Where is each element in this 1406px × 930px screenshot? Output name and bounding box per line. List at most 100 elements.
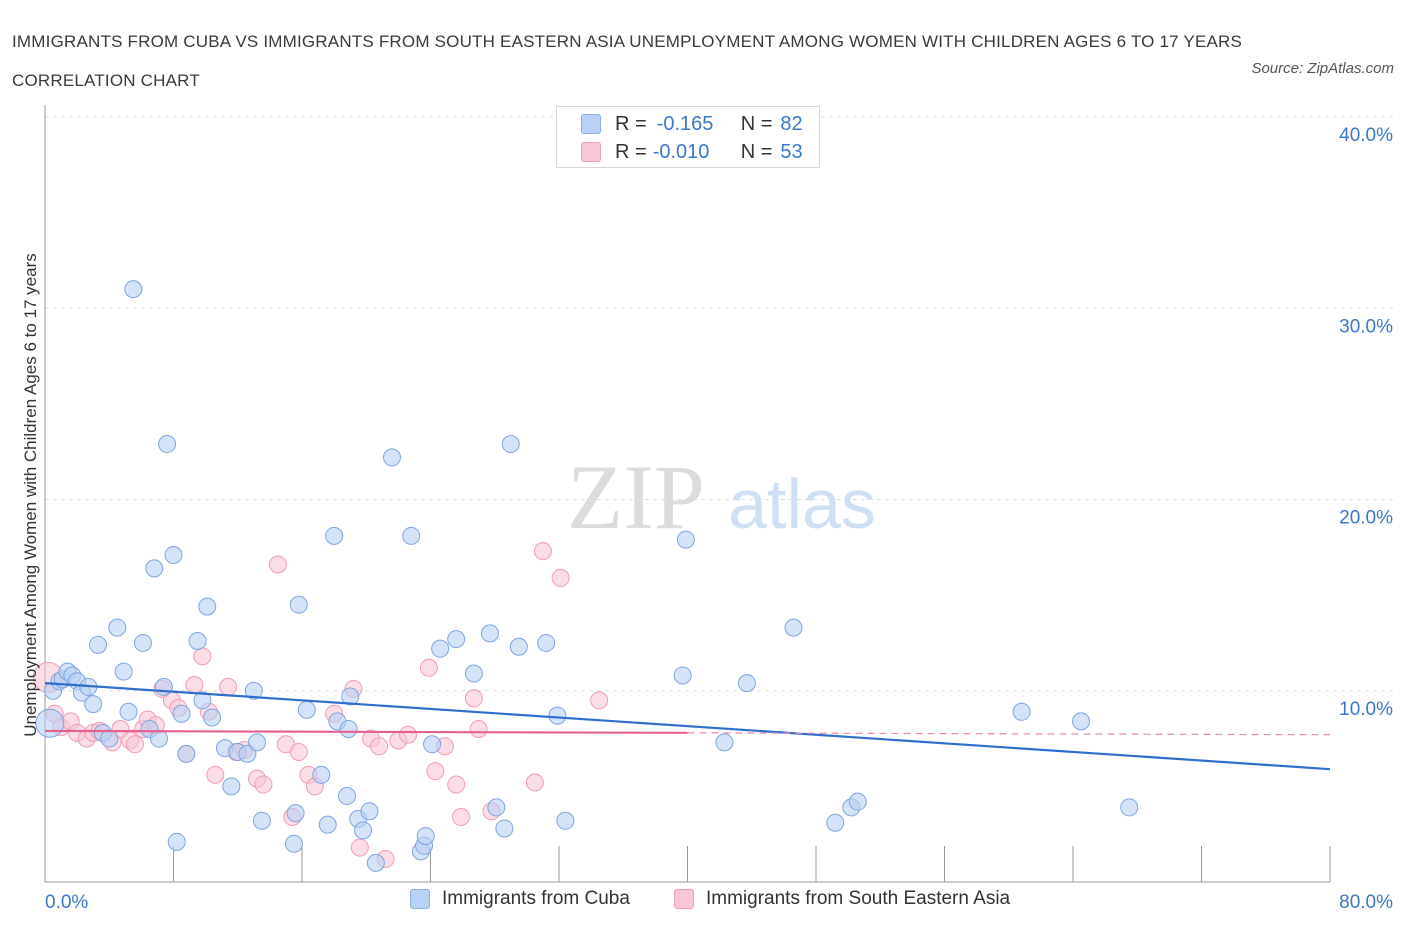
sea-point [464,689,483,708]
legend-label-cuba: Immigrants from Cuba [442,888,630,909]
cuba-point [480,624,499,643]
cuba-point [423,735,442,754]
sea-point [206,765,225,784]
watermark-zip: ZIP [567,446,705,548]
series-cuba-points [35,280,1139,872]
y-tick-label: 40.0% [1339,125,1393,146]
watermark-atlas: atlas [728,465,876,543]
cuba-point [382,448,401,467]
grid-lines [45,116,1395,692]
cuba-point [252,811,271,830]
legend-swatch-sea [674,889,694,909]
legend-n-label: N = [740,140,773,163]
y-tick-label: 30.0% [1339,316,1393,337]
cuba-point [402,526,421,545]
cuba-point [487,798,506,817]
cuba-point [114,662,133,681]
cuba-point [537,633,556,652]
cuba-point [289,595,308,614]
legend-swatch-sea [581,142,601,162]
cuba-point [715,733,734,752]
sea-point [533,542,552,561]
legend-r-value-sea: -0.010 [652,140,710,163]
cuba-point [244,681,263,700]
correlation-legend: R = -0.165 N = 82 R = -0.010 N = 53 [556,106,820,168]
legend-item-sea[interactable]: Immigrants from South Eastern Asia [674,888,1010,910]
cuba-point [35,708,65,738]
axes [44,105,1331,883]
series-legend: Immigrants from Cuba Immigrants from Sou… [0,888,1406,916]
sea-point [525,773,544,792]
cuba-point [119,702,138,721]
legend-r-value-cuba: -0.165 [656,112,714,135]
legend-n-label: N = [740,112,773,135]
cuba-point [360,802,379,821]
cuba-point [354,821,373,840]
sea-point [268,555,287,574]
cuba-point [124,280,143,299]
cuba-point [556,811,575,830]
sea-point [254,775,273,794]
sea-point [125,735,144,754]
legend-item-cuba[interactable]: Immigrants from Cuba [410,888,630,910]
cuba-point [673,666,692,685]
sea-point [419,658,438,677]
cuba-point [198,597,217,616]
cuba-point [238,744,257,763]
watermark: ZIP atlas [567,446,876,548]
legend-row-sea: R = -0.010 N = 53 [581,140,803,164]
cuba-point [145,559,164,578]
sea-point [469,720,488,738]
sea-point [185,676,204,695]
cuba-point [339,720,358,738]
cuba-point [676,530,695,549]
cuba-point [158,435,177,454]
cuba-point [286,804,305,823]
cuba-point [848,792,867,811]
cuba-point [188,632,207,651]
sea-point [590,691,609,710]
x-tick-label: 0.0% [45,892,88,913]
cuba-point [737,674,756,693]
cuba-point [501,435,520,454]
cuba-trend-line [44,682,1331,771]
cuba-point [177,744,196,763]
y-tick-label: 10.0% [1339,699,1393,720]
cuba-point [108,618,127,637]
cuba-point [89,635,108,654]
cuba-point [312,765,331,784]
cuba-point [325,526,344,545]
sea-point [370,737,389,756]
cuba-point [193,691,212,710]
sea-point [452,807,471,826]
cuba-point [248,733,267,752]
cuba-point [133,633,152,652]
cuba-point [784,618,803,637]
cuba-point [150,729,169,748]
legend-n-value-sea: 53 [780,140,803,163]
sea-point [219,677,238,696]
cuba-point [1120,798,1139,817]
y-axis-label: Unemployment Among Women with Children A… [21,253,40,737]
series-sea-points [32,542,609,869]
cuba-point [416,827,435,846]
cuba-point [464,664,483,683]
cuba-point [284,834,303,853]
cuba-point [318,815,337,834]
cuba-point [100,729,119,748]
cuba-point [826,813,845,832]
sea-point [193,647,212,666]
cuba-point [167,832,186,851]
cuba-point [341,687,360,706]
legend-label-sea: Immigrants from South Eastern Asia [706,888,1011,909]
cuba-point [222,777,241,796]
cuba-point [495,819,514,838]
cuba-point [431,639,450,658]
cuba-point [154,677,173,696]
y-tick-label: 20.0% [1339,508,1393,529]
legend-row-cuba: R = -0.165 N = 82 [581,112,803,136]
cuba-point [1012,702,1031,721]
sea-trend-extension [687,732,1331,736]
cuba-point [447,630,466,649]
